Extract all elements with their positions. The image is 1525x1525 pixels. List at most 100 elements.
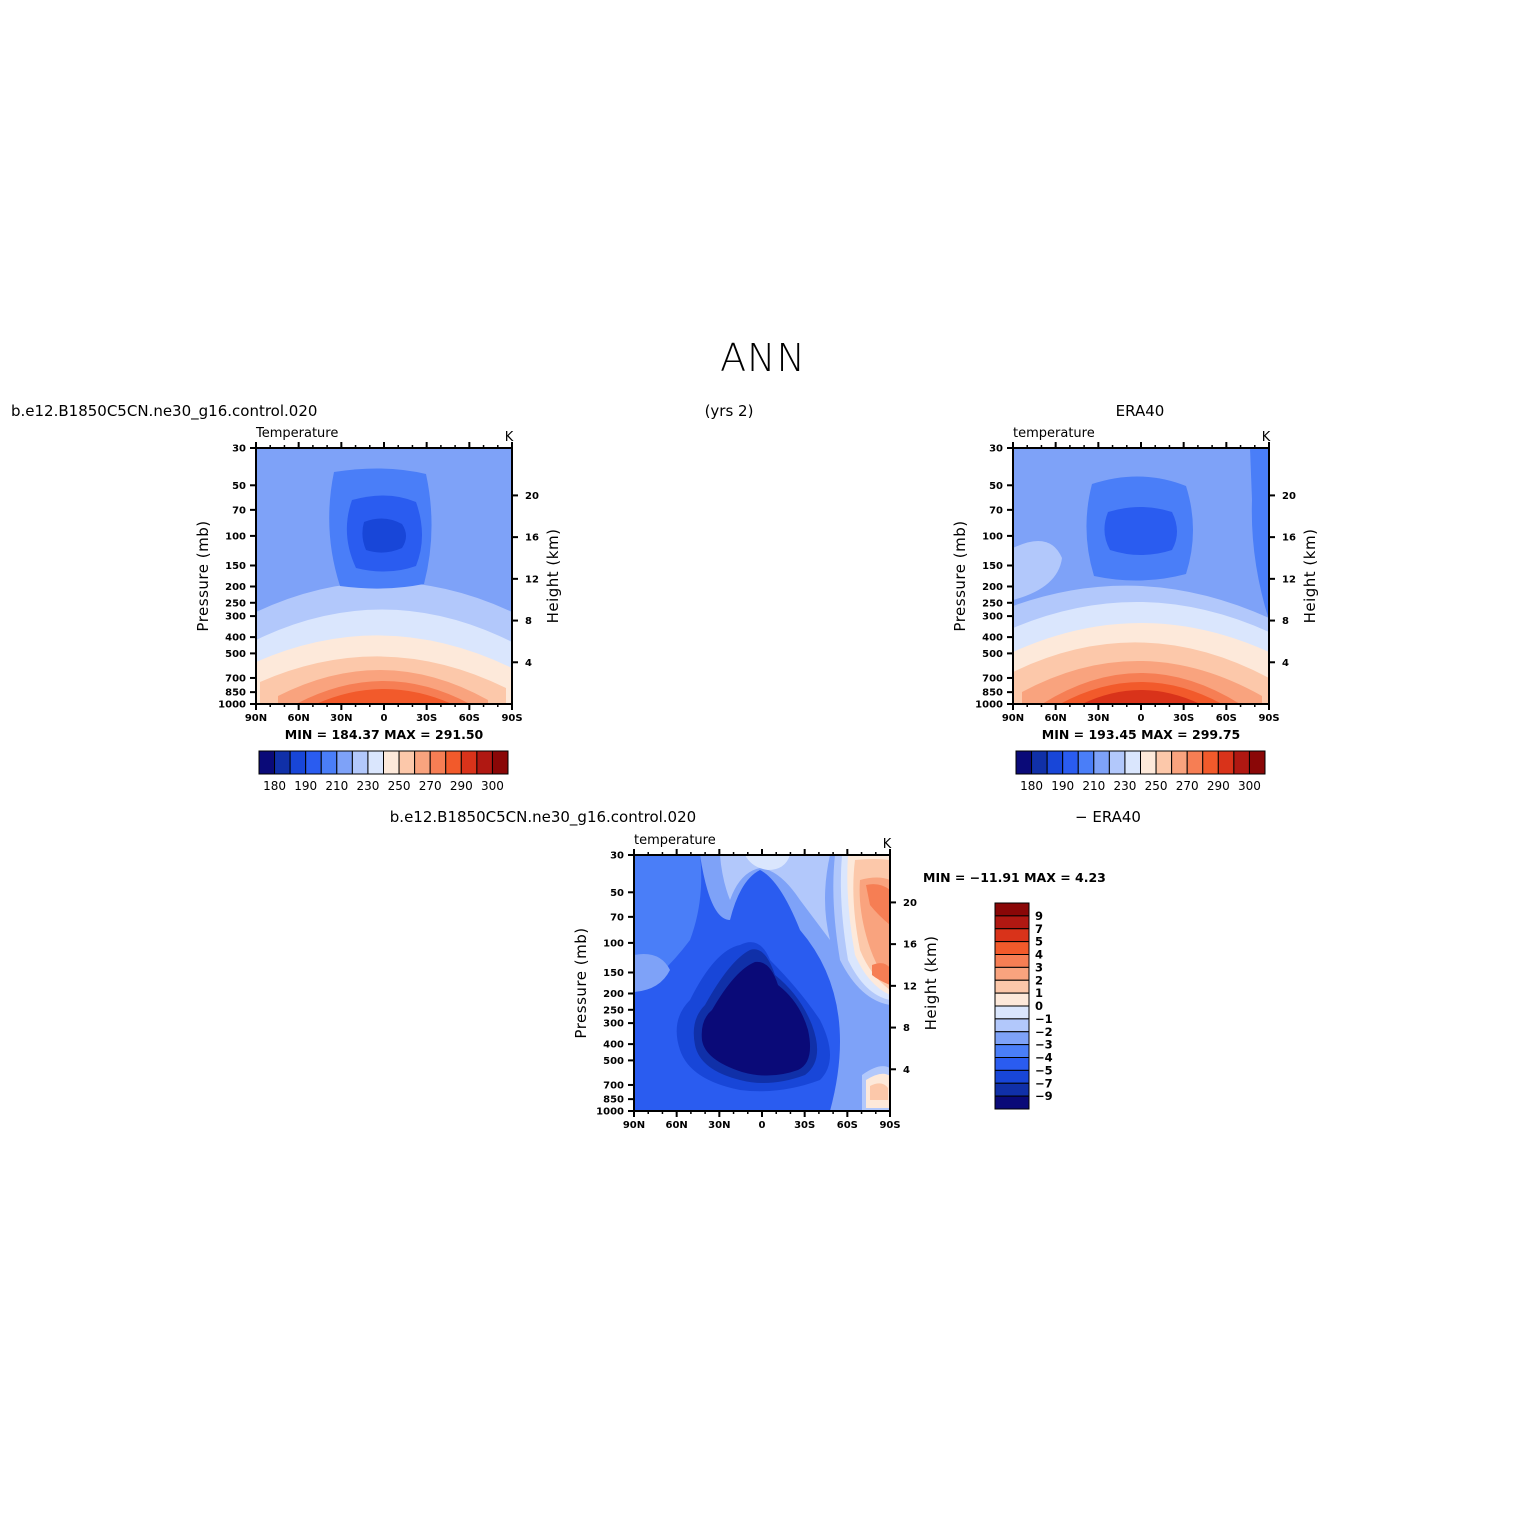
difference-colorbar-swatch [994, 941, 1030, 955]
difference-contour-field [634, 855, 890, 1111]
difference-units: K [883, 837, 892, 852]
difference-x-tick-label: 90S [879, 1120, 900, 1131]
obs-min-max: MIN = 193.45 MAX = 299.75 [1042, 727, 1240, 742]
model-colorbar-swatch [429, 750, 447, 775]
difference-y-tick-label: 30 [610, 851, 624, 862]
model-x-tick-label: 90N [245, 713, 267, 724]
obs-colorbar-swatch [1248, 750, 1266, 775]
obs-colorbar-swatch [1233, 750, 1250, 775]
obs-y-tick-label: 50 [989, 481, 1003, 492]
model-y-tick-label: 70 [232, 505, 246, 516]
difference-colorbar-swatch [994, 979, 1030, 994]
obs-x-tick-label: 0 [1138, 713, 1145, 724]
model-y-tick-label: 150 [225, 561, 246, 572]
difference-colorbar-label: 0 [1035, 999, 1043, 1013]
model-x-tick-label: 30N [330, 713, 352, 724]
difference-y-tick-label: 850 [603, 1095, 624, 1106]
model-axes: 90N 60N 30N 0 30S 60S 90S 30 50 70 100 150 200 250 300… [218, 442, 539, 724]
difference-y-tick-label: 1000 [596, 1107, 624, 1118]
model-colorbar-label: 230 [356, 779, 379, 793]
obs-y-tick-label: 500 [982, 649, 1003, 660]
difference-colorbar-swatch [994, 915, 1030, 930]
obs-x-tick-label: 60N [1045, 713, 1067, 724]
obs-y-tick-label: 250 [982, 598, 1003, 609]
model-colorbar-label: 250 [388, 779, 411, 793]
model-colorbar-swatch [274, 750, 291, 775]
difference-height-tick-label: 8 [903, 1023, 910, 1034]
difference-colorbar-label: 3 [1035, 960, 1043, 974]
difference-case-name: b.e12.B1850C5CN.ne30_g16.control.020 [390, 808, 696, 827]
obs-y-tick-label: 200 [982, 582, 1003, 593]
obs-x-tick-label: 60S [1216, 713, 1237, 724]
difference-colorbar-label: −3 [1035, 1038, 1053, 1052]
obs-x-tick-label: 90S [1258, 713, 1279, 724]
obs-colorbar-swatch [1140, 750, 1157, 775]
obs-colorbar-label: 180 [1020, 779, 1043, 793]
model-min-max: MIN = 184.37 MAX = 291.50 [285, 727, 484, 742]
model-panel: 90N 60N 30N 0 30S 60S 90S 30 50 70 100 150 200 250 300… [194, 426, 562, 793]
model-colorbar-swatch [351, 750, 369, 775]
difference-y-tick-label: 500 [603, 1056, 624, 1067]
model-x-tick-label: 60S [459, 713, 480, 724]
difference-colorbar-swatch [994, 992, 1030, 1007]
model-height-tick-label: 16 [525, 533, 539, 544]
obs-colorbar-swatch [1124, 750, 1141, 775]
model-colorbar: 180 190 210 230 250 270 290 300 [258, 750, 509, 793]
model-y-tick-label: 500 [225, 649, 246, 660]
figure-title: ANN [720, 336, 806, 380]
model-colorbar-swatch [460, 750, 478, 775]
model-colorbar-swatch [398, 750, 416, 775]
obs-colorbar-swatch [1031, 750, 1048, 775]
difference-colorbar-label: −7 [1035, 1076, 1053, 1090]
obs-y-tick-label: 850 [982, 688, 1003, 699]
obs-height-tick-label: 4 [1282, 658, 1289, 669]
obs-plot-title: temperature [1013, 426, 1095, 441]
obs-y-tick-label: 400 [982, 633, 1003, 644]
difference-height-label: Height (km) [922, 936, 940, 1031]
obs-y-tick-label: 150 [982, 561, 1003, 572]
obs-colorbar-swatch [1155, 750, 1173, 775]
difference-y-tick-label: 50 [610, 888, 624, 899]
obs-colorbar-swatch [1186, 750, 1204, 775]
model-height-tick-label: 20 [525, 491, 539, 502]
model-case-name: b.e12.B1850C5CN.ne30_g16.control.020 [11, 402, 317, 421]
model-colorbar-label: 300 [481, 779, 504, 793]
difference-colorbar-label: 5 [1035, 935, 1043, 949]
obs-pressure-label: Pressure (mb) [951, 520, 969, 631]
model-plot-title: Temperature [255, 426, 338, 441]
obs-colorbar-label: 300 [1238, 779, 1261, 793]
difference-colorbar-swatch [994, 1005, 1030, 1020]
obs-y-tick-label: 30 [989, 444, 1003, 455]
difference-colorbar-swatch [994, 928, 1030, 943]
difference-height-tick-label: 12 [903, 981, 917, 992]
obs-x-tick-label: 90N [1002, 713, 1024, 724]
model-pressure-label: Pressure (mb) [194, 520, 212, 631]
model-colorbar-swatch [491, 750, 509, 775]
model-colorbar-label: 210 [325, 779, 348, 793]
model-colorbar-swatch [476, 750, 493, 775]
model-y-tick-label: 1000 [218, 700, 246, 711]
model-colorbar-label: 270 [419, 779, 442, 793]
obs-colorbar-swatch [1202, 750, 1219, 775]
obs-colorbar-label: 270 [1176, 779, 1199, 793]
difference-colorbar-swatch [994, 902, 1030, 917]
model-x-tick-label: 60N [288, 713, 310, 724]
obs-height-tick-label: 16 [1282, 533, 1296, 544]
obs-colorbar-label: 210 [1082, 779, 1105, 793]
difference-y-tick-label: 150 [603, 968, 624, 979]
model-y-tick-label: 50 [232, 481, 246, 492]
difference-pressure-label: Pressure (mb) [572, 927, 590, 1038]
obs-units: K [1262, 430, 1271, 445]
difference-x-tick-label: 60S [837, 1120, 858, 1131]
difference-plot-title: temperature [634, 833, 716, 848]
difference-y-tick-label: 700 [603, 1080, 624, 1091]
difference-height-tick-label: 4 [903, 1065, 910, 1076]
obs-colorbar-swatch [1093, 750, 1110, 775]
difference-colorbar-swatch [994, 1082, 1030, 1097]
difference-min-max: MIN = −11.91 MAX = 4.23 [923, 870, 1106, 885]
model-colorbar-swatch [289, 750, 307, 775]
obs-y-tick-label: 1000 [975, 700, 1003, 711]
model-y-tick-label: 100 [225, 531, 246, 542]
